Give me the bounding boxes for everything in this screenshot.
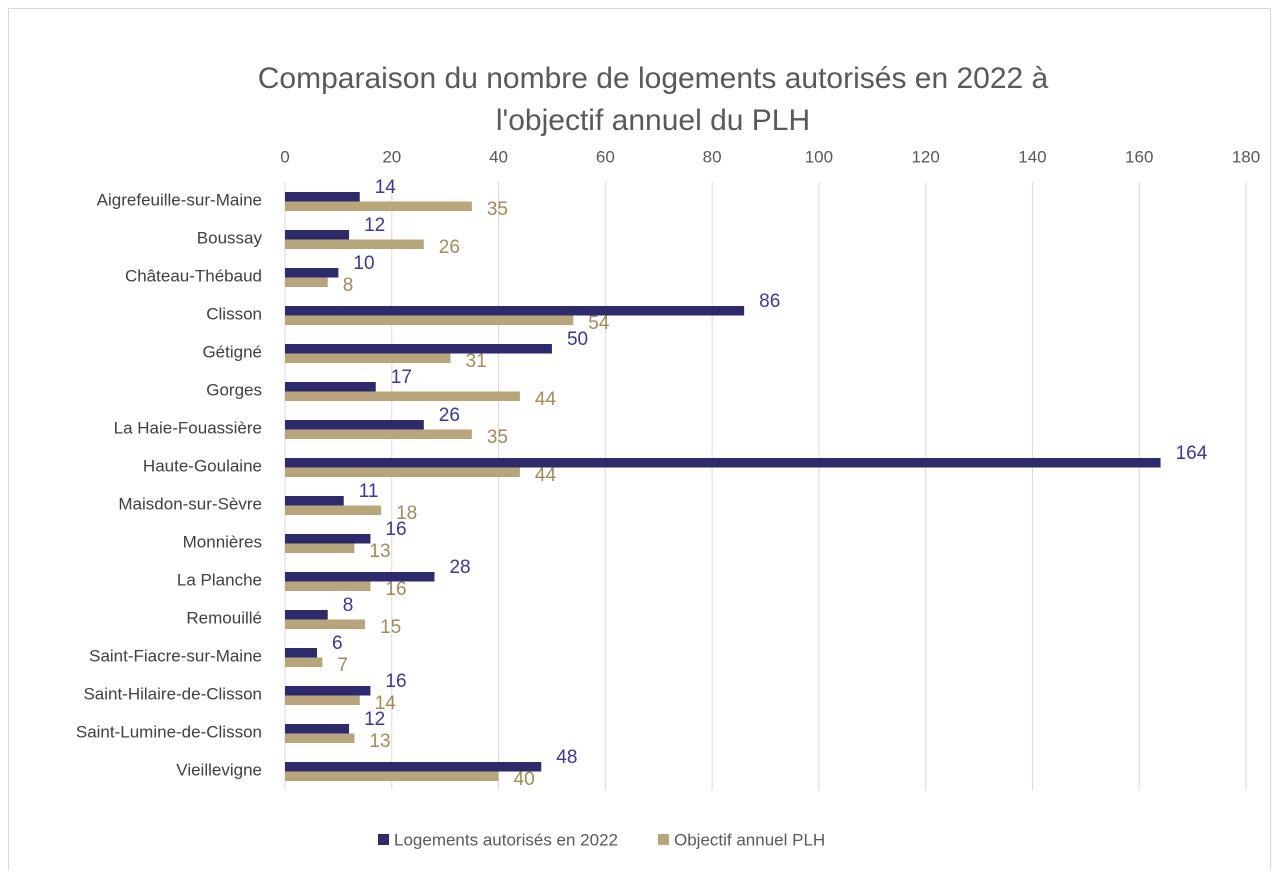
legend-swatch <box>378 834 389 845</box>
data-label: 44 <box>535 389 557 410</box>
bar <box>285 420 424 430</box>
bar <box>285 391 520 401</box>
bar <box>285 762 542 772</box>
bar <box>285 230 350 240</box>
bar <box>285 657 323 667</box>
data-label: 35 <box>487 427 508 448</box>
x-tick-label: 180 <box>1232 147 1260 166</box>
x-tick-label: 100 <box>805 147 833 166</box>
data-label: 15 <box>380 617 401 638</box>
data-label: 26 <box>439 405 460 426</box>
y-tick-label: Gorges <box>206 380 262 399</box>
bar <box>285 467 520 477</box>
legend-label: Logements autorisés en 2022 <box>394 830 618 849</box>
y-tick-label: Gétigné <box>202 342 262 361</box>
data-label: 6 <box>332 633 343 654</box>
y-tick-label: Aigrefeuille-sur-Maine <box>97 190 262 209</box>
data-label: 28 <box>449 557 470 578</box>
bar <box>285 724 350 734</box>
y-tick-label: Boussay <box>197 228 263 247</box>
y-tick-label: Haute-Goulaine <box>143 456 262 475</box>
y-tick-label: Maisdon-sur-Sèvre <box>118 494 262 513</box>
data-label: 164 <box>1176 443 1208 464</box>
bar <box>285 771 499 781</box>
data-label: 12 <box>364 215 385 236</box>
y-tick-label: La Planche <box>177 570 262 589</box>
bar <box>285 239 424 249</box>
data-label: 26 <box>439 237 460 258</box>
bar <box>285 201 472 211</box>
data-label: 48 <box>556 747 577 768</box>
data-label: 14 <box>375 693 397 714</box>
x-tick-label: 60 <box>596 147 615 166</box>
bar <box>285 429 472 439</box>
bar <box>285 277 328 287</box>
data-label: 54 <box>588 313 610 334</box>
bar <box>285 496 344 506</box>
data-label: 50 <box>567 329 588 350</box>
bar <box>285 610 328 620</box>
data-label: 10 <box>353 253 374 274</box>
y-tick-label: La Haie-Fouassière <box>114 418 262 437</box>
bar <box>285 543 355 553</box>
data-label: 8 <box>343 275 354 296</box>
data-label: 16 <box>385 671 406 692</box>
bar <box>285 695 360 705</box>
data-label: 40 <box>514 769 535 790</box>
bar <box>285 572 435 582</box>
bar <box>285 505 382 515</box>
data-label: 16 <box>385 579 406 600</box>
bar <box>285 315 574 325</box>
y-tick-label: Remouillé <box>186 608 262 627</box>
data-label: 35 <box>487 199 508 220</box>
legend-label: Objectif annuel PLH <box>674 830 825 849</box>
chart-title: l'objectif annuel du PLH <box>496 104 810 137</box>
y-tick-label: Vieillevigne <box>176 760 262 779</box>
data-label: 44 <box>535 465 557 486</box>
bar <box>285 353 451 363</box>
x-tick-label: 80 <box>703 147 722 166</box>
data-label: 11 <box>359 481 379 502</box>
x-tick-label: 20 <box>382 147 401 166</box>
data-label: 14 <box>375 177 397 198</box>
data-label: 12 <box>364 709 385 730</box>
bar <box>285 268 339 278</box>
y-tick-label: Saint-Lumine-de-Clisson <box>76 722 262 741</box>
bar <box>285 534 371 544</box>
y-tick-label: Château-Thébaud <box>125 266 262 285</box>
chart-title: Comparaison du nombre de logements autor… <box>258 62 1049 95</box>
bar <box>285 344 552 354</box>
y-tick-label: Saint-Fiacre-sur-Maine <box>89 646 262 665</box>
y-tick-label: Saint-Hilaire-de-Clisson <box>83 684 262 703</box>
bar <box>285 192 360 202</box>
y-tick-label: Clisson <box>206 304 262 323</box>
y-tick-label: Monnières <box>183 532 262 551</box>
chart-frame <box>8 8 1271 875</box>
data-label: 8 <box>343 595 354 616</box>
bar <box>285 382 376 392</box>
bar <box>285 306 745 316</box>
data-label: 7 <box>337 655 348 676</box>
bar <box>285 581 371 591</box>
x-tick-label: 160 <box>1125 147 1153 166</box>
data-label: 18 <box>396 503 417 524</box>
data-label: 17 <box>391 367 412 388</box>
data-label: 13 <box>369 541 390 562</box>
x-tick-label: 120 <box>911 147 939 166</box>
x-tick-label: 0 <box>280 147 289 166</box>
bar <box>285 733 355 743</box>
bar <box>285 619 366 629</box>
x-tick-label: 40 <box>489 147 508 166</box>
bar <box>285 686 371 696</box>
data-label: 13 <box>369 731 390 752</box>
legend-swatch <box>658 834 669 845</box>
bar <box>285 648 318 658</box>
bar <box>285 458 1161 468</box>
data-label: 86 <box>759 291 780 312</box>
data-label: 16 <box>385 519 406 540</box>
data-label: 31 <box>466 351 487 372</box>
x-tick-label: 140 <box>1018 147 1046 166</box>
